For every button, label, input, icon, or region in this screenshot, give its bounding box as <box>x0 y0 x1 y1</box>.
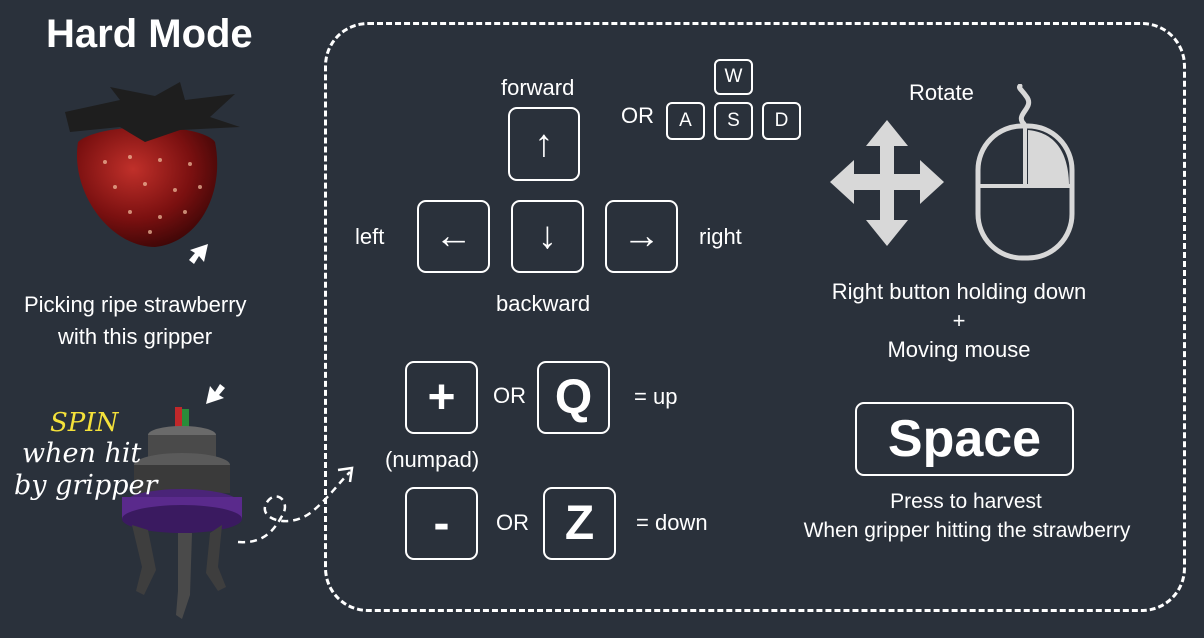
w-key: W <box>714 59 753 95</box>
mouse-icon <box>975 84 1075 261</box>
rotate-line2: + <box>952 308 966 333</box>
page-title: Hard Mode <box>46 12 253 56</box>
q-key: Q <box>537 361 610 434</box>
space-key: Space <box>855 402 1074 476</box>
spin-line3: by gripper <box>14 470 158 501</box>
pick-caption-line1: Picking ripe strawberry <box>24 292 247 317</box>
pick-caption-line2: with this gripper <box>58 324 213 349</box>
up-or-label: OR <box>493 383 526 408</box>
left-arrow-key: ← <box>417 200 490 273</box>
rotate-line3: Moving mouse <box>887 337 1031 362</box>
move-cross-icon <box>830 120 944 246</box>
down-or-label: OR <box>496 510 529 535</box>
down-label: = down <box>636 510 708 535</box>
right-arrow-key: → <box>605 200 678 273</box>
z-key: Z <box>543 487 616 560</box>
a-key: A <box>666 102 705 140</box>
rotate-title: Rotate <box>909 80 974 105</box>
strawberry-image <box>65 82 240 247</box>
minus-key: - <box>405 487 478 560</box>
controls-frame <box>324 22 1186 612</box>
left-label: left <box>355 224 385 249</box>
forward-label: forward <box>501 75 575 100</box>
numpad-label: (numpad) <box>385 447 480 472</box>
spin-line2: when hit <box>22 438 142 469</box>
spin-label: SPIN <box>50 408 119 438</box>
wasd-or-label: OR <box>621 103 654 128</box>
harvest-line2: When gripper hitting the strawberry <box>803 519 1131 542</box>
pointer-arrow-icon <box>189 244 208 264</box>
down-arrow-key: ↓ <box>511 200 584 273</box>
harvest-line1: Press to harvest <box>890 490 1042 513</box>
d-key: D <box>762 102 801 140</box>
up-arrow-key: ↑ <box>508 107 580 181</box>
s-key: S <box>714 102 753 140</box>
backward-label: backward <box>496 291 591 316</box>
right-label: right <box>699 224 742 249</box>
plus-key: + <box>405 361 478 434</box>
rotate-line1: Right button holding down <box>831 279 1087 304</box>
pointer-arrow-icon <box>206 384 225 404</box>
gripper-image <box>122 407 242 619</box>
up-label: = up <box>634 384 678 409</box>
